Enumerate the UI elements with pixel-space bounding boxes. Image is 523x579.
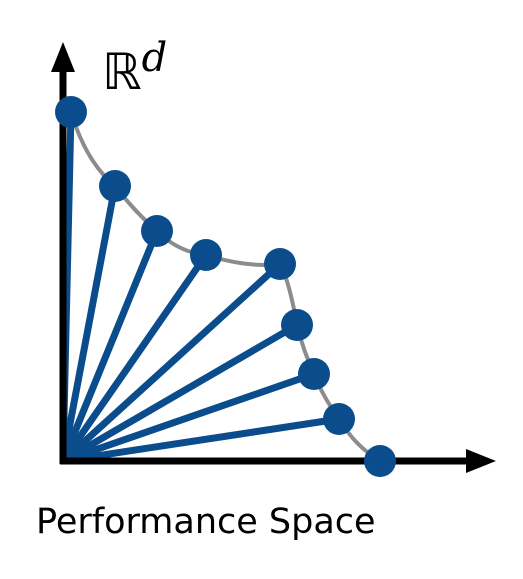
- diagram-caption: Performance Space: [36, 502, 376, 542]
- front-point: [190, 239, 222, 271]
- front-point: [323, 403, 355, 435]
- front-point: [364, 445, 396, 477]
- ray-6: [59, 321, 301, 465]
- ray-5: [59, 260, 284, 465]
- ray-2: [59, 182, 119, 465]
- point-group: [55, 96, 396, 477]
- front-point: [298, 358, 330, 390]
- front-point: [99, 170, 131, 202]
- ray-7: [59, 370, 318, 465]
- axis-label-rd: ℝd: [102, 38, 167, 101]
- axis-symbol: ℝ: [102, 43, 142, 101]
- axes: [51, 42, 496, 473]
- front-point: [264, 248, 296, 280]
- y-axis-arrowhead: [51, 42, 75, 72]
- front-point: [55, 96, 87, 128]
- axis-superscript: d: [141, 35, 168, 81]
- front-point: [141, 215, 173, 247]
- ray-4: [59, 251, 210, 465]
- ray-3: [59, 227, 161, 465]
- ray-8: [59, 415, 343, 465]
- x-axis-arrowhead: [466, 449, 496, 473]
- front-point: [281, 309, 313, 341]
